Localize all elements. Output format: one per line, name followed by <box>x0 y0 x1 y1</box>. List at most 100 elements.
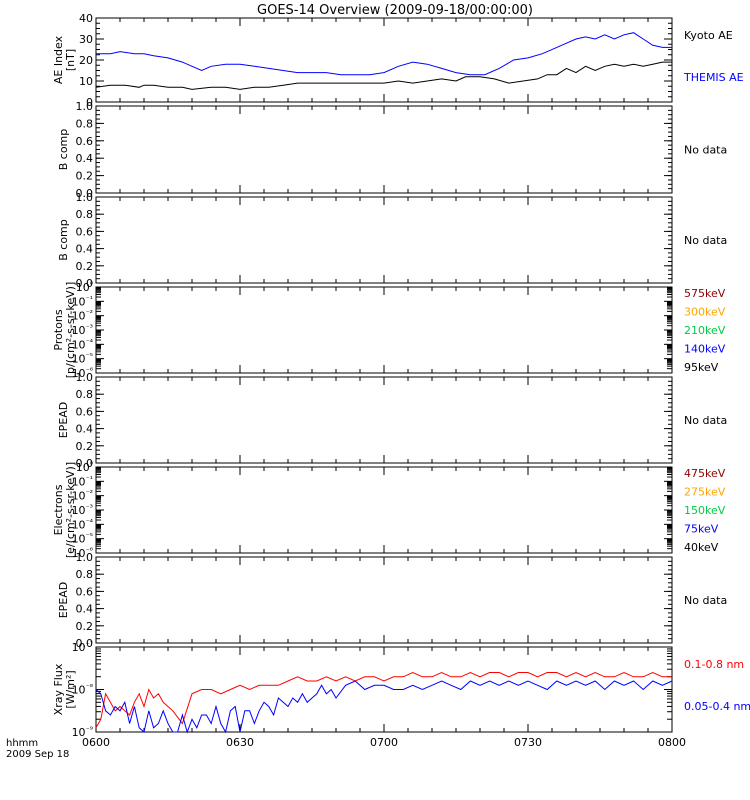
figure-title: GOES-14 Overview (2009-09-18/00:00:00) <box>257 3 533 18</box>
y-tick-label: 0.4 <box>76 423 94 436</box>
right-label: No data <box>684 414 727 427</box>
y-tick-label: 10⁻² <box>72 489 93 503</box>
y-tick-label: 0.6 <box>76 135 94 148</box>
y-tick-label: 10⁻⁵ <box>72 532 93 546</box>
y-axis-label: EPEAD <box>57 582 70 619</box>
panel-frame <box>95 286 673 374</box>
channel-label: 275keV <box>684 486 726 499</box>
time-axis-corner-label: hhmm <box>6 738 38 749</box>
y-tick-label: 0.2 <box>76 620 94 633</box>
y-tick-label: 0.2 <box>76 170 94 183</box>
y-tick-label: 10⁻² <box>72 309 93 323</box>
panel-frame <box>95 196 673 284</box>
y-tick-label: 0.8 <box>76 117 94 130</box>
y-axis-label: B comp <box>57 219 70 261</box>
panel-frame <box>95 556 673 644</box>
panel-frame <box>95 376 673 464</box>
x-tick-label: 0700 <box>370 736 398 749</box>
y-tick-label: 0.8 <box>76 568 94 581</box>
y-tick-label: 0.0 <box>76 277 94 290</box>
y-tick-label: 10⁻⁶ <box>72 546 93 560</box>
y-tick-label: 10⁻³ <box>72 323 93 337</box>
y-tick-label: 10⁻¹ <box>72 474 93 488</box>
y-axis-label: AE Index <box>52 35 65 84</box>
panel-epead1: 0.0 0.2 0.4 0.6 0.8 1.0 EPEAD No data <box>57 371 727 470</box>
legend-label: THEMIS AE <box>683 71 744 84</box>
y-tick-label: 0.4 <box>76 152 94 165</box>
y-tick-label: 10⁰ <box>76 460 93 474</box>
y-axis-label: Xray Flux <box>52 663 65 715</box>
panels-group: 0 10 20 30 40 AE Index [nT] Kyoto AE THEMIS AE 0.… <box>52 12 750 739</box>
y-axis-label: EPEAD <box>57 402 70 439</box>
panel-epead2: 0.0 0.2 0.4 0.6 0.8 1.0 EPEAD No data <box>57 551 727 650</box>
y-tick-label: 1.0 <box>76 551 94 564</box>
y-tick-label: 10⁰ <box>76 280 93 294</box>
panel-frame <box>95 17 673 103</box>
y-axis-unit: [p/(cm²-s-sr-keV)] <box>64 282 77 379</box>
panel-xray: 10⁻⁹ 10⁻⁸ 10⁻⁷ Xray Flux [W/m²] 0.1-0.8 nm 0.0… <box>52 640 750 739</box>
panel-frame <box>95 466 673 554</box>
channel-label: 475keV <box>684 467 726 480</box>
y-tick-label: 10⁻⁴ <box>72 337 93 351</box>
x-tick-label: 0630 <box>226 736 254 749</box>
y-tick-label: 20 <box>79 54 93 67</box>
y-tick-label: 10 <box>79 75 93 88</box>
channel-label: 95keV <box>684 361 719 374</box>
right-label: No data <box>684 144 727 157</box>
right-label: No data <box>684 594 727 607</box>
y-axis-unit: [W/m²] <box>64 670 77 708</box>
legend-label: 0.1-0.8 nm <box>684 658 744 671</box>
channel-label: 300keV <box>684 306 726 319</box>
y-tick-label: 0.0 <box>76 637 94 650</box>
y-tick-label: 0.0 <box>76 187 94 200</box>
y-axis-unit: [e/(cm²-s-sr-keV)] <box>64 462 77 558</box>
legend-label: 0.05-0.4 nm <box>684 700 750 713</box>
y-tick-label: 1.0 <box>76 371 94 384</box>
y-tick-label: 10⁻⁴ <box>72 517 93 531</box>
y-axis-unit: [nT] <box>64 49 77 71</box>
y-tick-label: 10⁻³ <box>72 503 93 517</box>
panel-frame <box>95 646 673 733</box>
y-tick-label: 0.8 <box>76 208 94 221</box>
x-tick-label: 0730 <box>514 736 542 749</box>
channel-label: 40keV <box>684 541 719 554</box>
y-tick-label: 10⁻⁸ <box>72 683 93 697</box>
channel-label: 75keV <box>684 523 719 536</box>
y-tick-label: 1.0 <box>76 100 94 113</box>
right-label: No data <box>684 234 727 247</box>
series-line-0-1-0-8-nm <box>95 671 672 729</box>
panel-ae: 0 10 20 30 40 AE Index [nT] Kyoto AE THEMIS AE <box>52 12 744 109</box>
y-tick-label: 0.2 <box>76 440 94 453</box>
y-tick-label: 0.8 <box>76 388 94 401</box>
y-tick-label: 0.0 <box>76 457 94 470</box>
channel-label: 210keV <box>684 324 726 337</box>
panel-bcomp1: 0.0 0.2 0.4 0.6 0.8 1.0 B comp No data <box>57 100 727 200</box>
time-axis-date-label: 2009 Sep 18 <box>6 749 69 760</box>
y-axis-label: Electrons <box>52 484 65 535</box>
y-tick-label: 0.4 <box>76 603 94 616</box>
x-tick-label: 0600 <box>82 736 110 749</box>
series-line-themis-ae <box>96 32 672 76</box>
y-tick-label: 0.2 <box>76 260 94 273</box>
series-line-0-05-0-4-nm <box>95 680 673 734</box>
time-axis: 0600 0630 0700 0730 0800 <box>82 736 686 749</box>
y-tick-label: 10⁻⁷ <box>72 640 93 654</box>
y-tick-label: 40 <box>79 12 93 25</box>
y-tick-label: 30 <box>79 33 93 46</box>
y-tick-label: 0 <box>86 96 93 109</box>
y-tick-label: 0.4 <box>76 243 94 256</box>
panel-bcomp2: 0.0 0.2 0.4 0.6 0.8 1.0 B comp No data <box>57 191 727 290</box>
y-tick-label: 0.6 <box>76 225 94 238</box>
channel-label: 140keV <box>684 343 726 356</box>
channel-label: 150keV <box>684 504 726 517</box>
legend-label: Kyoto AE <box>684 29 733 42</box>
y-axis-label: Protons <box>52 309 65 350</box>
series-line-kyoto-ae <box>95 61 672 90</box>
y-tick-label: 10⁻⁹ <box>72 725 93 739</box>
x-tick-label: 0800 <box>658 736 686 749</box>
channel-label: 575keV <box>684 287 726 300</box>
y-axis-label: B comp <box>57 129 70 171</box>
